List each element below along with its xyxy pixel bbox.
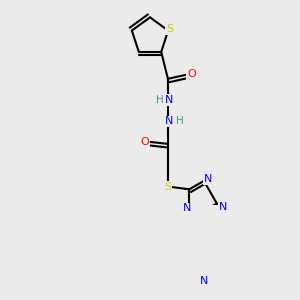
Text: N: N: [219, 202, 227, 212]
Text: H: H: [176, 116, 184, 126]
Text: H: H: [155, 95, 163, 105]
Text: S: S: [167, 24, 173, 34]
Text: N: N: [165, 95, 173, 105]
Text: N: N: [183, 203, 191, 213]
Text: N: N: [204, 174, 212, 184]
Text: N: N: [200, 276, 208, 286]
Text: S: S: [164, 182, 172, 191]
Text: N: N: [165, 116, 173, 126]
Text: O: O: [140, 136, 149, 147]
Text: O: O: [187, 69, 196, 79]
